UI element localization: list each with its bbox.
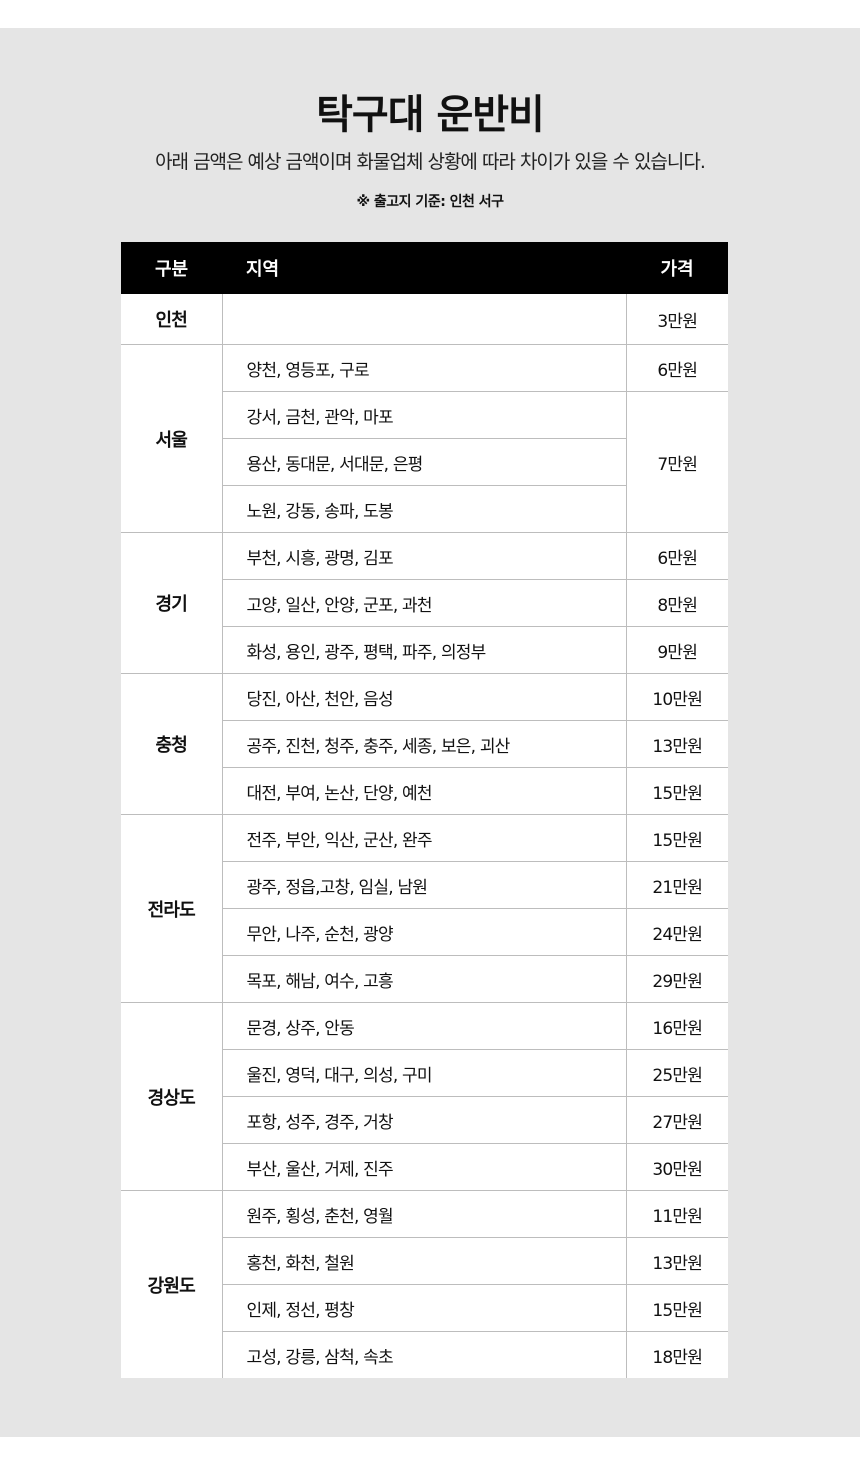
page-title: 탁구대 운반비 [316,92,545,138]
table-row: 인천 3만원 [121,294,728,345]
table-row: 고양, 일산, 안양, 군포, 과천 8만원 [121,579,728,627]
price-cell: 27만원 [626,1096,728,1144]
area-cell: 인제, 정선, 평창 [222,1284,627,1332]
table-row: 충청 당진, 아산, 천안, 음성 10만원 [121,673,728,815]
table-row: 용산, 동대문, 서대문, 은평 [121,438,728,486]
table-row: 전라도 전주, 부안, 익산, 군산, 완주 15만원 [121,814,728,1003]
header-price: 가격 [626,242,728,294]
area-cell [222,294,627,345]
table-row: 목포, 해남, 여수, 고흥 29만원 [121,955,728,1003]
table-row: 서울 양천, 영등포, 구로 6만원 [121,344,728,533]
price-cell: 10만원 [626,673,728,721]
area-cell: 당진, 아산, 천안, 음성 [222,673,627,721]
region-cell: 인천 [121,294,223,345]
region-cell: 강원도 [121,1190,223,1378]
price-cell: 13만원 [626,720,728,768]
region-cell: 충청 [121,673,223,815]
table-row: 강원도 원주, 횡성, 춘천, 영월 11만원 [121,1190,728,1378]
area-cell: 원주, 횡성, 춘천, 영월 [222,1190,627,1238]
header-category: 구분 [121,242,222,294]
area-cell: 광주, 정읍,고창, 임실, 남원 [222,861,627,909]
area-cell: 노원, 강동, 송파, 도봉 [222,485,627,533]
region-cell: 경기 [121,532,223,674]
price-cell: 24만원 [626,908,728,956]
price-cell: 8만원 [626,579,728,627]
table-row: 대전, 부여, 논산, 단양, 예천 15만원 [121,767,728,815]
price-cell: 18만원 [626,1331,728,1378]
area-cell: 고성, 강릉, 삼척, 속초 [222,1331,627,1378]
area-cell: 무안, 나주, 순천, 광양 [222,908,627,956]
table-row: 공주, 진천, 청주, 충주, 세종, 보은, 괴산 13만원 [121,720,728,768]
price-cell: 13만원 [626,1237,728,1285]
price-cell: 21만원 [626,861,728,909]
price-cell: 6만원 [626,532,728,580]
region-cell: 서울 [121,344,223,533]
area-cell: 양천, 영등포, 구로 [222,344,627,392]
area-cell: 부천, 시흥, 광명, 김포 [222,532,627,580]
price-cell: 29만원 [626,955,728,1003]
price-cell: 11만원 [626,1190,728,1238]
table-row: 경상도 문경, 상주, 안동 16만원 [121,1002,728,1191]
price-cell: 25만원 [626,1049,728,1097]
table-row: 울진, 영덕, 대구, 의성, 구미 25만원 [121,1049,728,1097]
price-cell: 7만원 [626,391,728,533]
price-cell: 15만원 [626,767,728,815]
price-cell: 15만원 [626,1284,728,1332]
area-cell: 용산, 동대문, 서대문, 은평 [222,438,627,486]
price-cell: 3만원 [657,311,698,332]
origin-note: ※ 출고지 기준: 인천 서구 [356,194,504,210]
table-row: 부산, 울산, 거제, 진주 30만원 [121,1143,728,1191]
table-row: 강서, 금천, 관악, 마포 7만원 [121,391,728,533]
area-cell: 전주, 부안, 익산, 군산, 완주 [222,814,627,862]
table-header: 구분 지역 가격 [121,242,728,294]
area-cell: 강서, 금천, 관악, 마포 [222,391,627,439]
table-row: 인제, 정선, 평창 15만원 [121,1284,728,1332]
region-cell: 전라도 [121,814,223,1003]
area-cell: 화성, 용인, 광주, 평택, 파주, 의정부 [222,626,627,674]
price-cell: 6만원 [626,344,728,392]
table-row: 무안, 나주, 순천, 광양 24만원 [121,908,728,956]
subtitle: 아래 금액은 예상 금액이며 화물업체 상황에 따라 차이가 있을 수 있습니다… [155,151,706,173]
table-row: 화성, 용인, 광주, 평택, 파주, 의정부 9만원 [121,626,728,674]
price-cell: 30만원 [626,1143,728,1191]
area-cell: 고양, 일산, 안양, 군포, 과천 [222,579,627,627]
area-cell: 목포, 해남, 여수, 고흥 [222,955,627,1003]
price-cell: 9만원 [626,626,728,674]
price-cell: 15만원 [626,814,728,862]
table-row: 노원, 강동, 송파, 도봉 [121,485,728,533]
table-row: 광주, 정읍,고창, 임실, 남원 21만원 [121,861,728,909]
area-cell: 문경, 상주, 안동 [222,1002,627,1050]
area-cell: 대전, 부여, 논산, 단양, 예천 [222,767,627,815]
table-row: 고성, 강릉, 삼척, 속초 18만원 [121,1331,728,1378]
table-row: 포항, 성주, 경주, 거창 27만원 [121,1096,728,1144]
price-cell: 16만원 [626,1002,728,1050]
area-cell: 공주, 진천, 청주, 충주, 세종, 보은, 괴산 [222,720,627,768]
shipping-fee-table: 구분 지역 가격 인천 3만원 서울 양천, 영등포, 구로 6만원 강서, 금천, 관악… [121,242,728,1378]
area-cell: 홍천, 화천, 철원 [222,1237,627,1285]
table-row: 홍천, 화천, 철원 13만원 [121,1237,728,1285]
area-cell: 울진, 영덕, 대구, 의성, 구미 [222,1049,627,1097]
region-cell: 경상도 [121,1002,223,1191]
area-cell: 포항, 성주, 경주, 거창 [222,1096,627,1144]
header-area: 지역 [222,242,626,294]
table-row: 경기 부천, 시흥, 광명, 김포 6만원 [121,532,728,674]
area-cell: 부산, 울산, 거제, 진주 [222,1143,627,1191]
